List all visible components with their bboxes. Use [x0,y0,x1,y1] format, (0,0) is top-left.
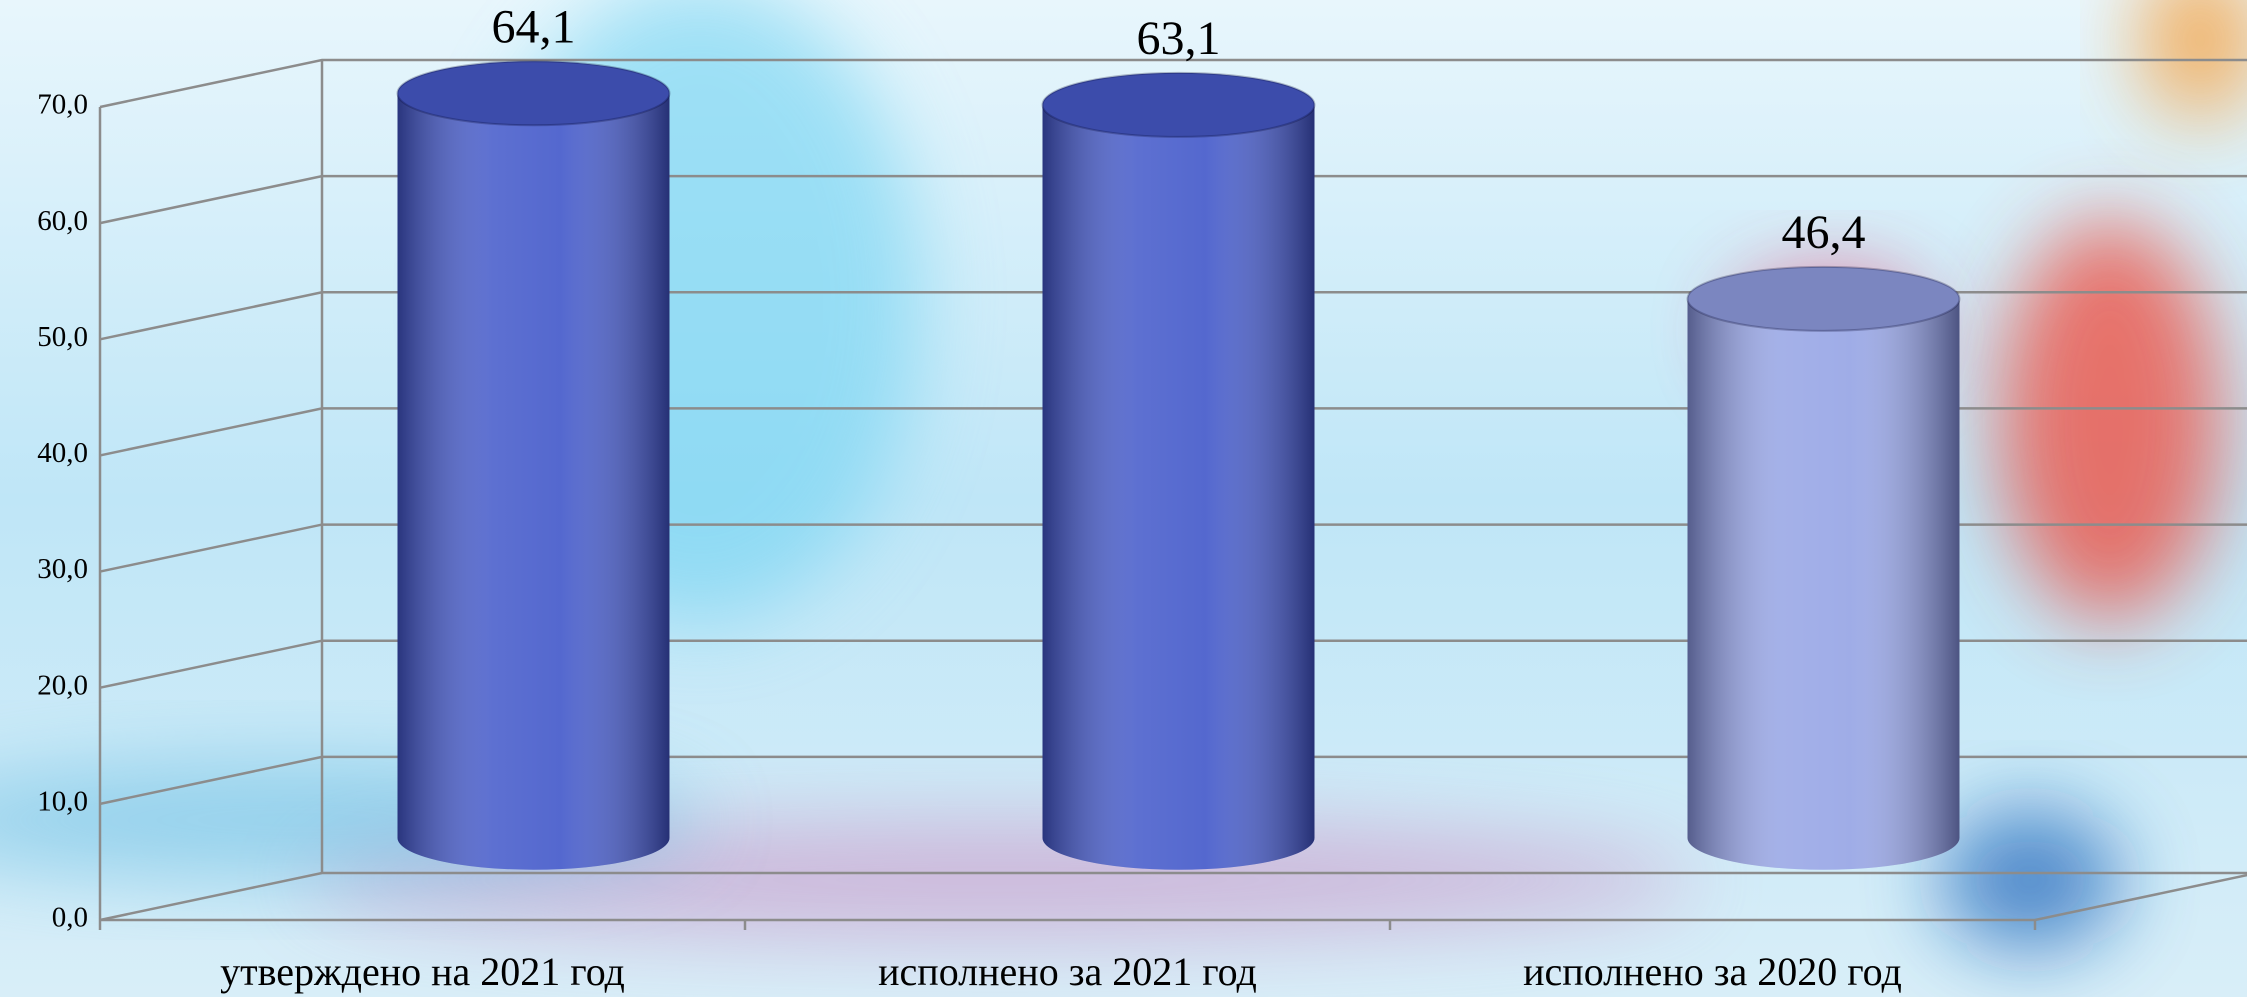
y-tick-label: 50,0 [37,321,88,353]
y-tick-label: 10,0 [37,786,88,818]
bars [396,60,1961,870]
y-tick-label: 20,0 [37,669,88,701]
bar-shade [1042,104,1315,870]
y-tick-label: 40,0 [37,437,88,469]
value-label: 46,4 [1782,206,1866,259]
bar-top-shade [1042,72,1315,137]
grid [98,58,2247,930]
bar-top-shade [1687,266,1960,331]
bar-shade [1687,298,1960,870]
value-label: 64,1 [492,0,576,53]
value-label: 63,1 [1137,12,1221,65]
x-tick-label: исполнено за 2021 год [878,949,1257,994]
y-tick-label: 70,0 [37,89,88,121]
y-tick-label: 0,0 [52,902,88,934]
x-tick-label: утверждено на 2021 год [220,949,625,994]
bar-top-shade [397,61,670,126]
bar-top [1686,265,1961,332]
labels: 0,0 10,0 20,0 30,0 40,0 50,0 60,0 70,0 64,1 утвер… [37,0,1902,994]
bar-top [1041,71,1316,138]
bar-shade [397,93,670,870]
bar-top [396,60,671,127]
y-tick-label: 60,0 [37,205,88,237]
x-tick-label: исполнено за 2020 год [1523,949,1902,994]
y-tick-label: 30,0 [37,553,88,585]
